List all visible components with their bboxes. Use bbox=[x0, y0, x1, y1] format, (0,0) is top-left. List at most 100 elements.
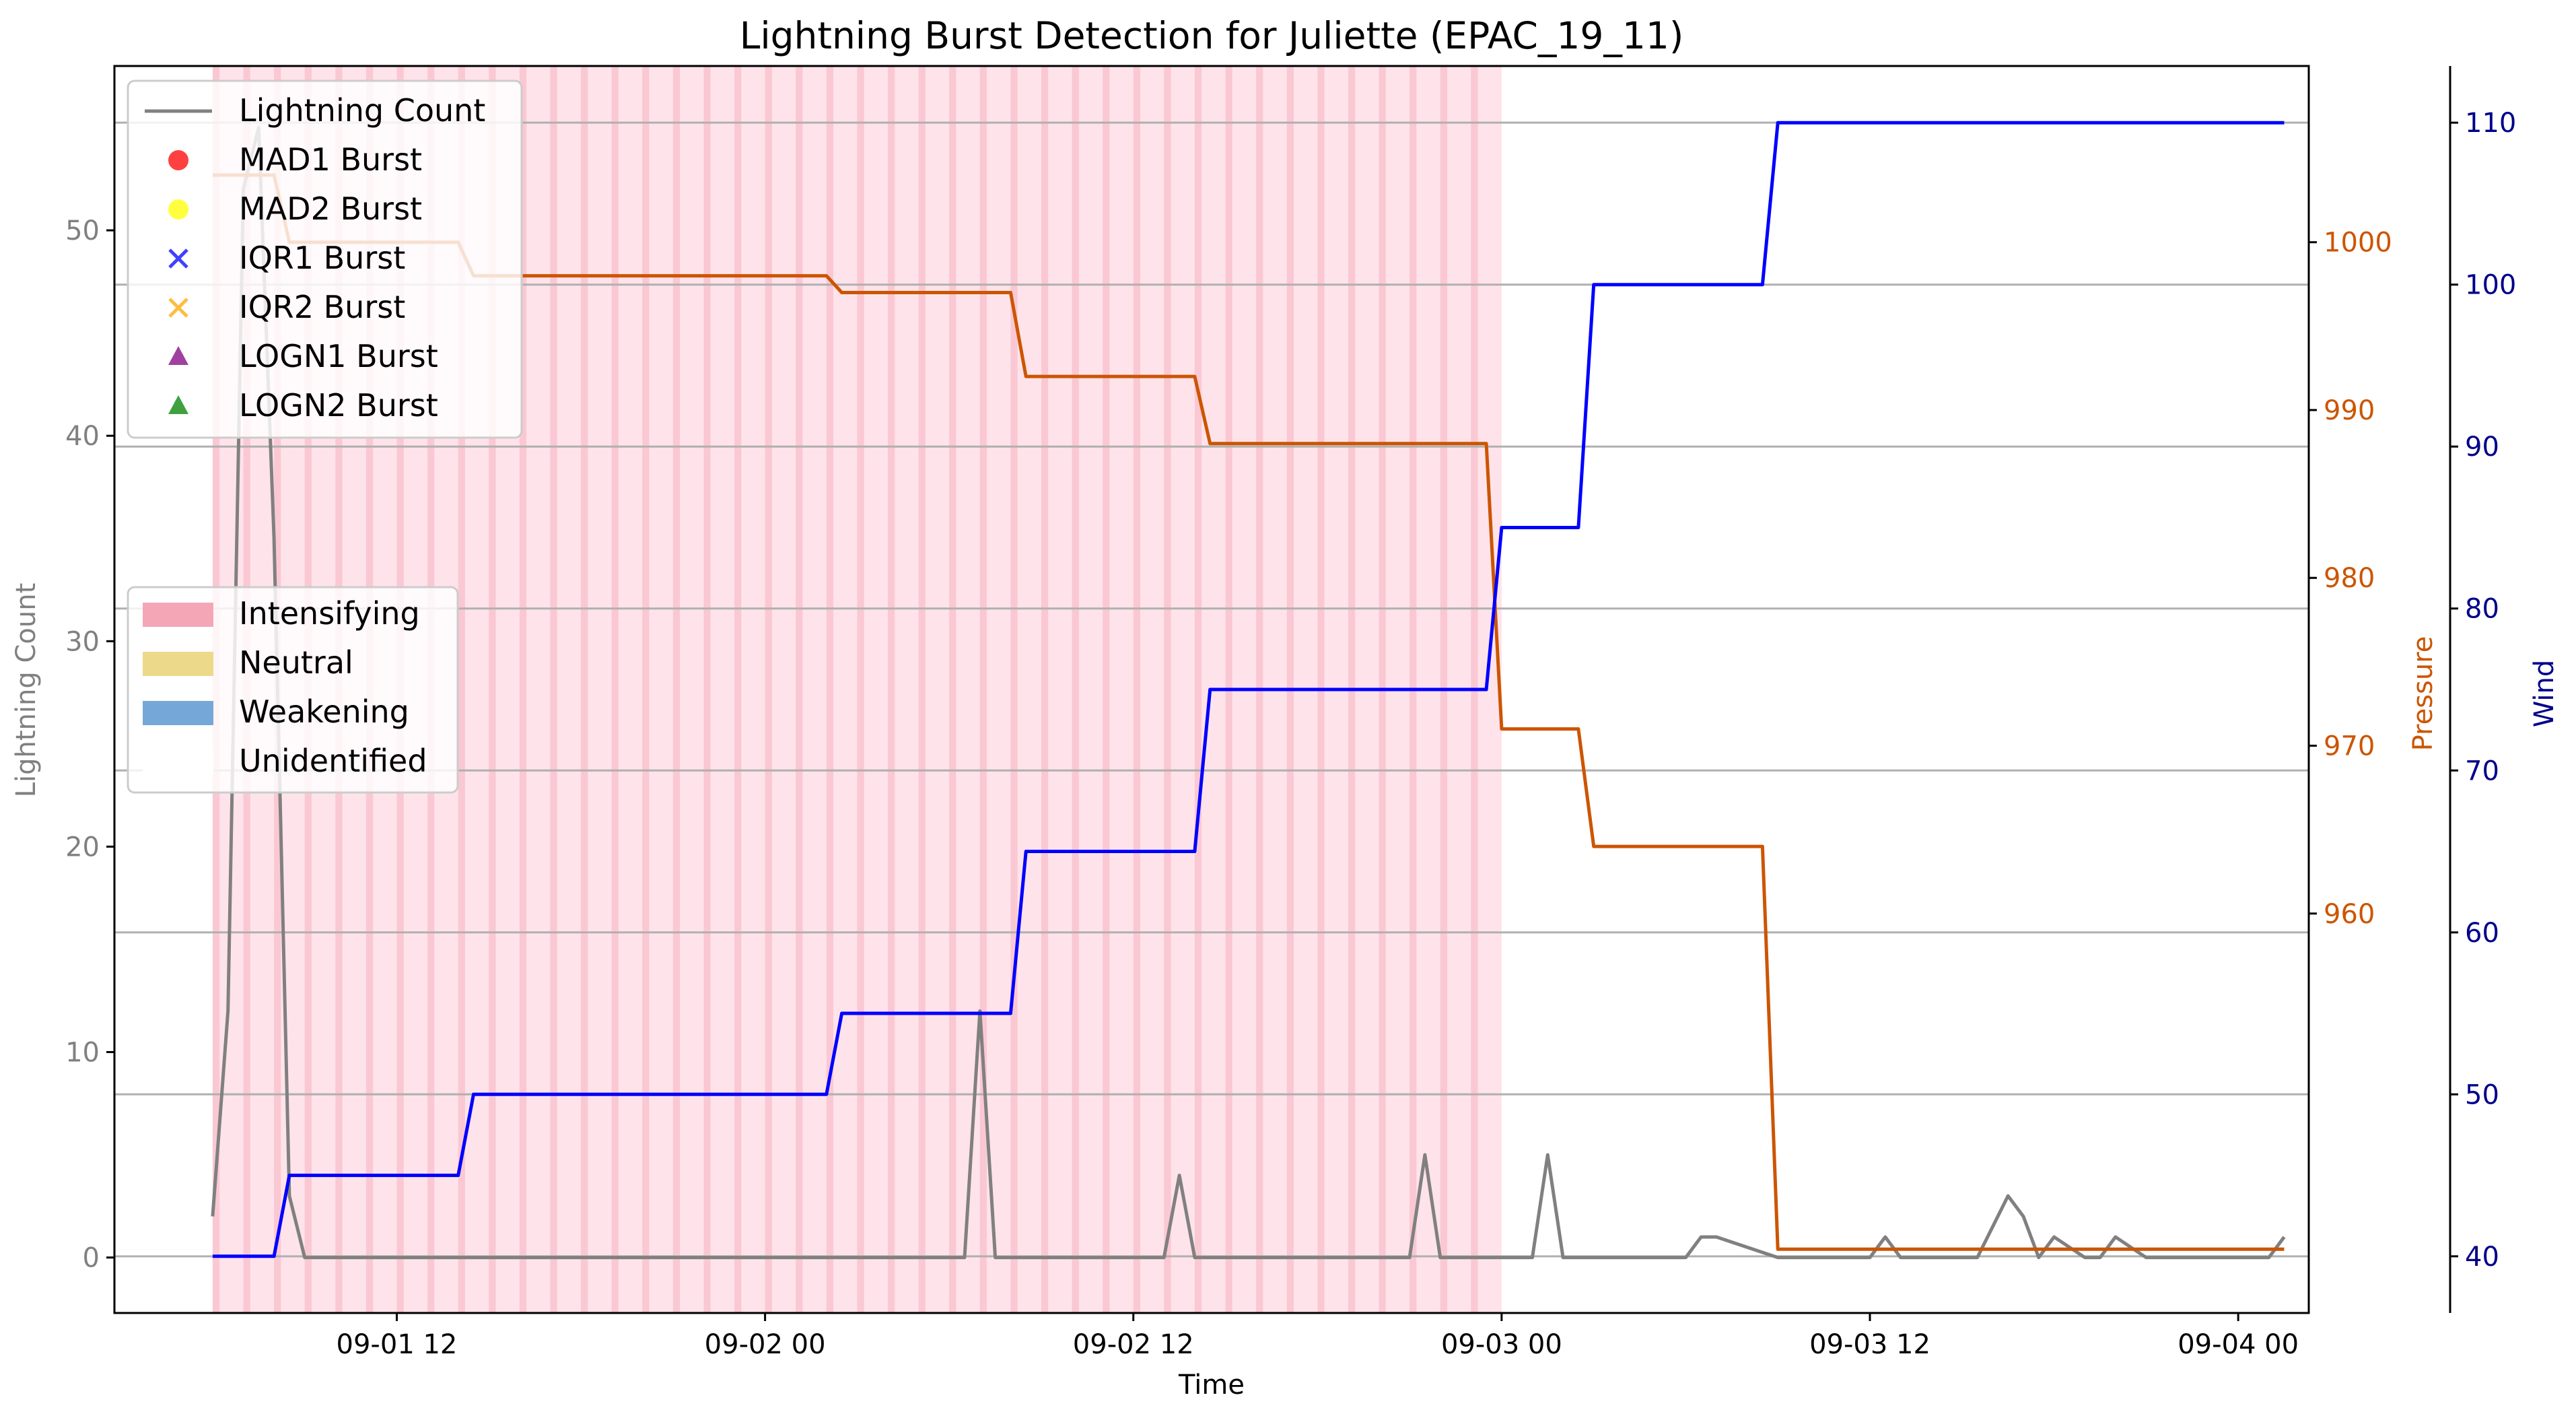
pressure-tick-label: 980 bbox=[2324, 563, 2375, 594]
legend-label: MAD1 Burst bbox=[239, 141, 422, 178]
legend-markers-box bbox=[127, 79, 523, 439]
x-tick-label: 09-02 12 bbox=[1073, 1329, 1194, 1360]
intensifying-band bbox=[581, 66, 588, 1313]
legend-triangle-marker bbox=[168, 346, 188, 365]
x-tick-label: 09-03 00 bbox=[1441, 1329, 1562, 1360]
legend-item: Neutral bbox=[143, 644, 353, 681]
intensifying-band bbox=[918, 66, 926, 1313]
legend-phase-swatch bbox=[143, 701, 213, 725]
legend-item: IQR2 Burst bbox=[168, 289, 405, 325]
y-tick-label: 10 bbox=[65, 1038, 100, 1069]
y-tick-label: 20 bbox=[65, 832, 100, 863]
legend-x-marker bbox=[168, 248, 188, 269]
legend-item: Unidentified bbox=[143, 743, 427, 779]
legend-item: Weakening bbox=[143, 694, 409, 730]
intensifying-band bbox=[887, 66, 895, 1313]
pressure-tick-label: 960 bbox=[2324, 899, 2375, 930]
x-tick-label: 09-01 12 bbox=[337, 1329, 458, 1360]
y-tick-label: 50 bbox=[65, 215, 100, 246]
chart-title: Lightning Burst Detection for Juliette (… bbox=[740, 14, 1684, 57]
left-axis-ticks: 0 10 20 30 40 50 bbox=[65, 215, 114, 1274]
wind-tick-label: 50 bbox=[2465, 1079, 2499, 1110]
legend-phase-swatch bbox=[143, 750, 213, 774]
pressure-axis-ticks: 960 970 980 990 1000 bbox=[2309, 228, 2392, 930]
intensifying-band bbox=[611, 66, 619, 1313]
legend-label: Lightning Count bbox=[239, 92, 485, 129]
x-tick-label: 09-02 00 bbox=[705, 1329, 826, 1360]
y-axis-label-pressure: Pressure bbox=[2408, 636, 2439, 751]
legend-label: IQR2 Burst bbox=[239, 289, 405, 325]
y-tick-label: 40 bbox=[65, 421, 100, 452]
pressure-tick-label: 990 bbox=[2324, 395, 2375, 426]
legend-triangle-marker bbox=[168, 395, 188, 414]
x-axis-label: Time bbox=[1178, 1370, 1245, 1401]
legend-label: Weakening bbox=[239, 694, 409, 730]
intensifying-band bbox=[1164, 66, 1171, 1313]
wind-tick-label: 100 bbox=[2465, 270, 2516, 301]
intensifying-band bbox=[550, 66, 557, 1313]
wind-tick-label: 70 bbox=[2465, 755, 2499, 786]
plot-frame bbox=[113, 65, 2310, 1314]
x-axis-ticks: 09-01 12 09-02 00 09-02 12 09-03 00 09-03 12… bbox=[337, 1313, 2299, 1360]
legend-label: LOGN1 Burst bbox=[239, 338, 438, 374]
legend-item: LOGN1 Burst bbox=[168, 338, 438, 374]
wind-tick-label: 110 bbox=[2465, 108, 2516, 139]
intensifying-band bbox=[703, 66, 711, 1313]
legend-item: MAD1 Burst bbox=[168, 141, 422, 178]
legend-label: Intensifying bbox=[239, 595, 420, 632]
y-axis-label-lightning: Lightning Count bbox=[11, 583, 42, 798]
legend-item: MAD2 Burst bbox=[168, 191, 422, 227]
legend-item: IQR1 Burst bbox=[168, 240, 405, 276]
intensifying-band bbox=[489, 66, 496, 1313]
intensifying-band bbox=[1010, 66, 1018, 1313]
legend-label: LOGN2 Burst bbox=[239, 387, 438, 424]
legend-phase-swatch bbox=[143, 652, 213, 676]
intensifying-band bbox=[1072, 66, 1079, 1313]
intensifying-band bbox=[1041, 66, 1049, 1313]
intensifying-band bbox=[1103, 66, 1110, 1313]
pressure-tick-label: 970 bbox=[2324, 731, 2375, 762]
legend-markers: Lightning Count MAD1 Burst MAD2 Burst IQR1 … bbox=[127, 79, 523, 439]
y-axis-label-wind: Wind bbox=[2529, 660, 2560, 728]
pressure-tick-label: 1000 bbox=[2324, 228, 2392, 259]
wind-tick-label: 80 bbox=[2465, 594, 2499, 625]
legend-x-marker bbox=[168, 298, 188, 318]
legend-item: Lightning Count bbox=[145, 92, 485, 129]
legend-label: Unidentified bbox=[239, 743, 427, 779]
intensifying-band bbox=[734, 66, 742, 1313]
intensifying-band bbox=[765, 66, 772, 1313]
wind-tick-label: 60 bbox=[2465, 918, 2499, 949]
y-tick-label: 30 bbox=[65, 626, 100, 657]
legend-phases-box bbox=[127, 586, 459, 794]
legend-phase-swatch bbox=[143, 603, 213, 627]
legend-item: Intensifying bbox=[143, 595, 420, 632]
legend-item: LOGN2 Burst bbox=[168, 387, 438, 424]
y-tick-label: 0 bbox=[83, 1243, 100, 1274]
intensifying-band bbox=[458, 66, 465, 1313]
intensifying-band bbox=[949, 66, 956, 1313]
x-tick-label: 09-04 00 bbox=[2178, 1329, 2299, 1360]
intensifying-band bbox=[642, 66, 650, 1313]
legend-phases: Intensifying Neutral Weakening Unidentified bbox=[127, 586, 459, 794]
intensifying-band bbox=[672, 66, 681, 1313]
intensifying-band bbox=[519, 66, 527, 1313]
legend-label: Neutral bbox=[239, 644, 353, 681]
x-tick-label: 09-03 12 bbox=[1809, 1329, 1930, 1360]
lightning-count-line bbox=[211, 126, 2286, 1260]
intensifying-band bbox=[1133, 66, 1140, 1313]
legend-circle-marker bbox=[168, 199, 188, 220]
wind-tick-label: 40 bbox=[2465, 1242, 2499, 1273]
intensifying-band bbox=[826, 66, 834, 1313]
legend-label: IQR1 Burst bbox=[239, 240, 405, 276]
legend-label: MAD2 Burst bbox=[239, 191, 422, 227]
wind-tick-label: 90 bbox=[2465, 432, 2499, 463]
intensifying-band bbox=[857, 66, 864, 1313]
legend-circle-marker bbox=[168, 150, 188, 170]
intensifying-band bbox=[979, 66, 987, 1313]
wind-line bbox=[212, 121, 2285, 1258]
intensifying-band bbox=[796, 66, 803, 1313]
intensifying-band bbox=[1194, 66, 1202, 1313]
wind-axis-ticks: 40 50 60 70 80 90 100 110 bbox=[2450, 108, 2516, 1273]
